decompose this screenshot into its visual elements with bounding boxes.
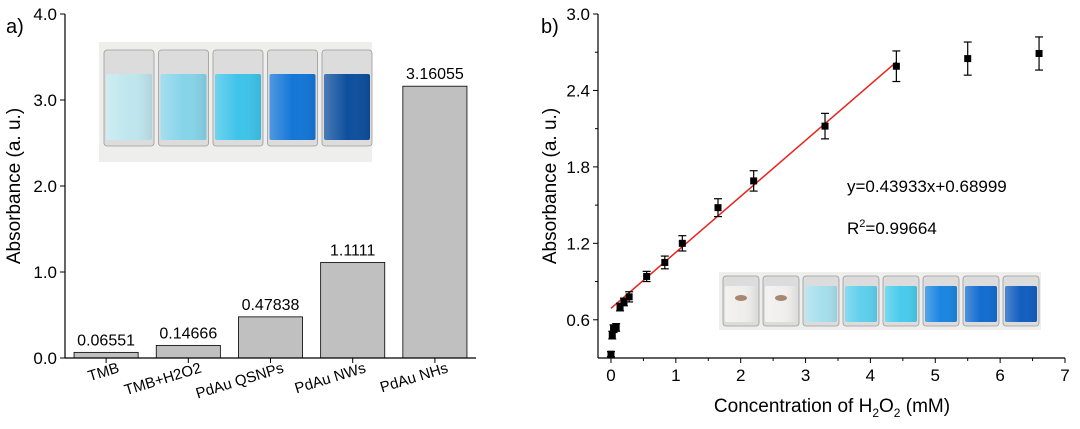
y-tick-label: 0.0	[33, 349, 57, 368]
vial-highlight	[215, 74, 261, 140]
x-tick-label: 1	[671, 366, 680, 385]
x-tick-label: 2	[736, 366, 745, 385]
data-point	[643, 272, 651, 280]
data-point	[1035, 49, 1043, 57]
x-ticks-b: 0 1 2 3 4 5 6 7	[606, 358, 1070, 385]
y-axis-label-b: Absorbance (a. u.)	[540, 108, 561, 264]
vial-highlight	[765, 286, 797, 322]
data-point	[616, 303, 624, 311]
y-tick-label: 1.0	[33, 263, 57, 282]
x-tick-label: 7	[1060, 366, 1069, 385]
bar	[238, 316, 303, 359]
x-tick-label: 0	[606, 366, 615, 385]
vial-highlight	[965, 286, 997, 322]
bar-value-labels-a: 0.06551 0.14666 0.47838 1.1111 3.16055	[77, 66, 464, 349]
data-points-b	[606, 36, 1044, 358]
y-tick-label: 2.0	[33, 177, 57, 196]
r-squared-annotation: R2=0.99664	[847, 218, 937, 238]
y-tick-label: 0.6	[566, 311, 590, 330]
bar-value-label: 1.1111	[330, 242, 375, 259]
inset-b-vials	[722, 275, 1040, 327]
y-axis-label-a: Absorbance (a. u.)	[4, 108, 25, 264]
vial-highlight	[269, 74, 316, 140]
panel-a-label: a)	[6, 16, 24, 38]
data-point	[750, 177, 758, 185]
chart-b: b) 0.6 1.2 1.8 2.4 3.0 0 1 2 3 4 5 6 7 y=0.43933x+0…	[540, 5, 1070, 420]
equation-annotation: y=0.43933x+0.68999	[847, 177, 1007, 196]
vial-highlight	[324, 74, 370, 140]
bar-series-a	[73, 85, 468, 359]
x-tick-label: 4	[866, 366, 875, 385]
y-ticks-a: 0.0 1.0 2.0 3.0 4.0	[33, 5, 65, 368]
vial-highlight	[885, 286, 917, 322]
y-ticks-b: 0.6 1.2 1.8 2.4 3.0	[566, 5, 598, 330]
chart-a: a) 0.06551 0.14666 0.47838 1.1111 3.16055 0.…	[4, 5, 476, 402]
data-point	[625, 293, 633, 301]
data-point	[608, 331, 616, 339]
bar	[402, 85, 468, 359]
y-tick-label: 4.0	[33, 5, 57, 24]
x-tick-label: TMB	[86, 360, 121, 386]
y-tick-label: 3.0	[566, 5, 590, 24]
data-point	[661, 258, 669, 266]
x-axis-label-b: Concentration of H2O2 (mM)	[714, 396, 950, 420]
data-point	[612, 323, 620, 331]
x-tick-label: PdAu NWs	[293, 360, 368, 398]
chart-b-inset	[719, 272, 1041, 330]
bar-value-label: 0.14666	[159, 325, 217, 342]
bar	[73, 351, 139, 359]
data-point	[964, 55, 972, 63]
data-point	[892, 62, 900, 70]
vial-highlight	[160, 74, 207, 140]
x-tick-label: PdAu NHs	[378, 360, 450, 397]
panel-b-label: b)	[541, 16, 559, 38]
vial-residue	[735, 295, 747, 301]
bar	[155, 344, 221, 359]
x-tick-label: PdAu QSNPs	[194, 360, 286, 403]
vial-highlight	[845, 286, 877, 322]
y-tick-label: 2.4	[566, 81, 590, 100]
bar-value-label: 0.06551	[77, 332, 135, 349]
vial-highlight	[725, 286, 757, 322]
data-point	[821, 122, 829, 130]
vial-highlight	[106, 74, 152, 140]
data-point	[620, 298, 628, 306]
bar-value-label: 0.47838	[242, 297, 300, 314]
data-point	[714, 204, 722, 212]
data-point	[678, 239, 686, 247]
x-tick-label: 5	[931, 366, 940, 385]
chart-a-inset	[99, 42, 373, 162]
vial-highlight	[1005, 286, 1037, 322]
y-tick-label: 3.0	[33, 91, 57, 110]
x-tick-label: 3	[801, 366, 810, 385]
bar-value-label: 3.16055	[406, 66, 464, 83]
x-tick-label: 6	[995, 366, 1004, 385]
y-tick-label: 1.8	[566, 158, 590, 177]
vial-highlight	[805, 286, 837, 322]
data-point	[607, 350, 615, 358]
vial-highlight	[925, 286, 957, 322]
inset-a-vials	[103, 49, 373, 147]
x-tick-label: TMB+H2O2	[122, 360, 203, 400]
vial-residue	[775, 295, 787, 301]
y-tick-label: 1.2	[566, 234, 590, 253]
bar	[320, 262, 386, 359]
